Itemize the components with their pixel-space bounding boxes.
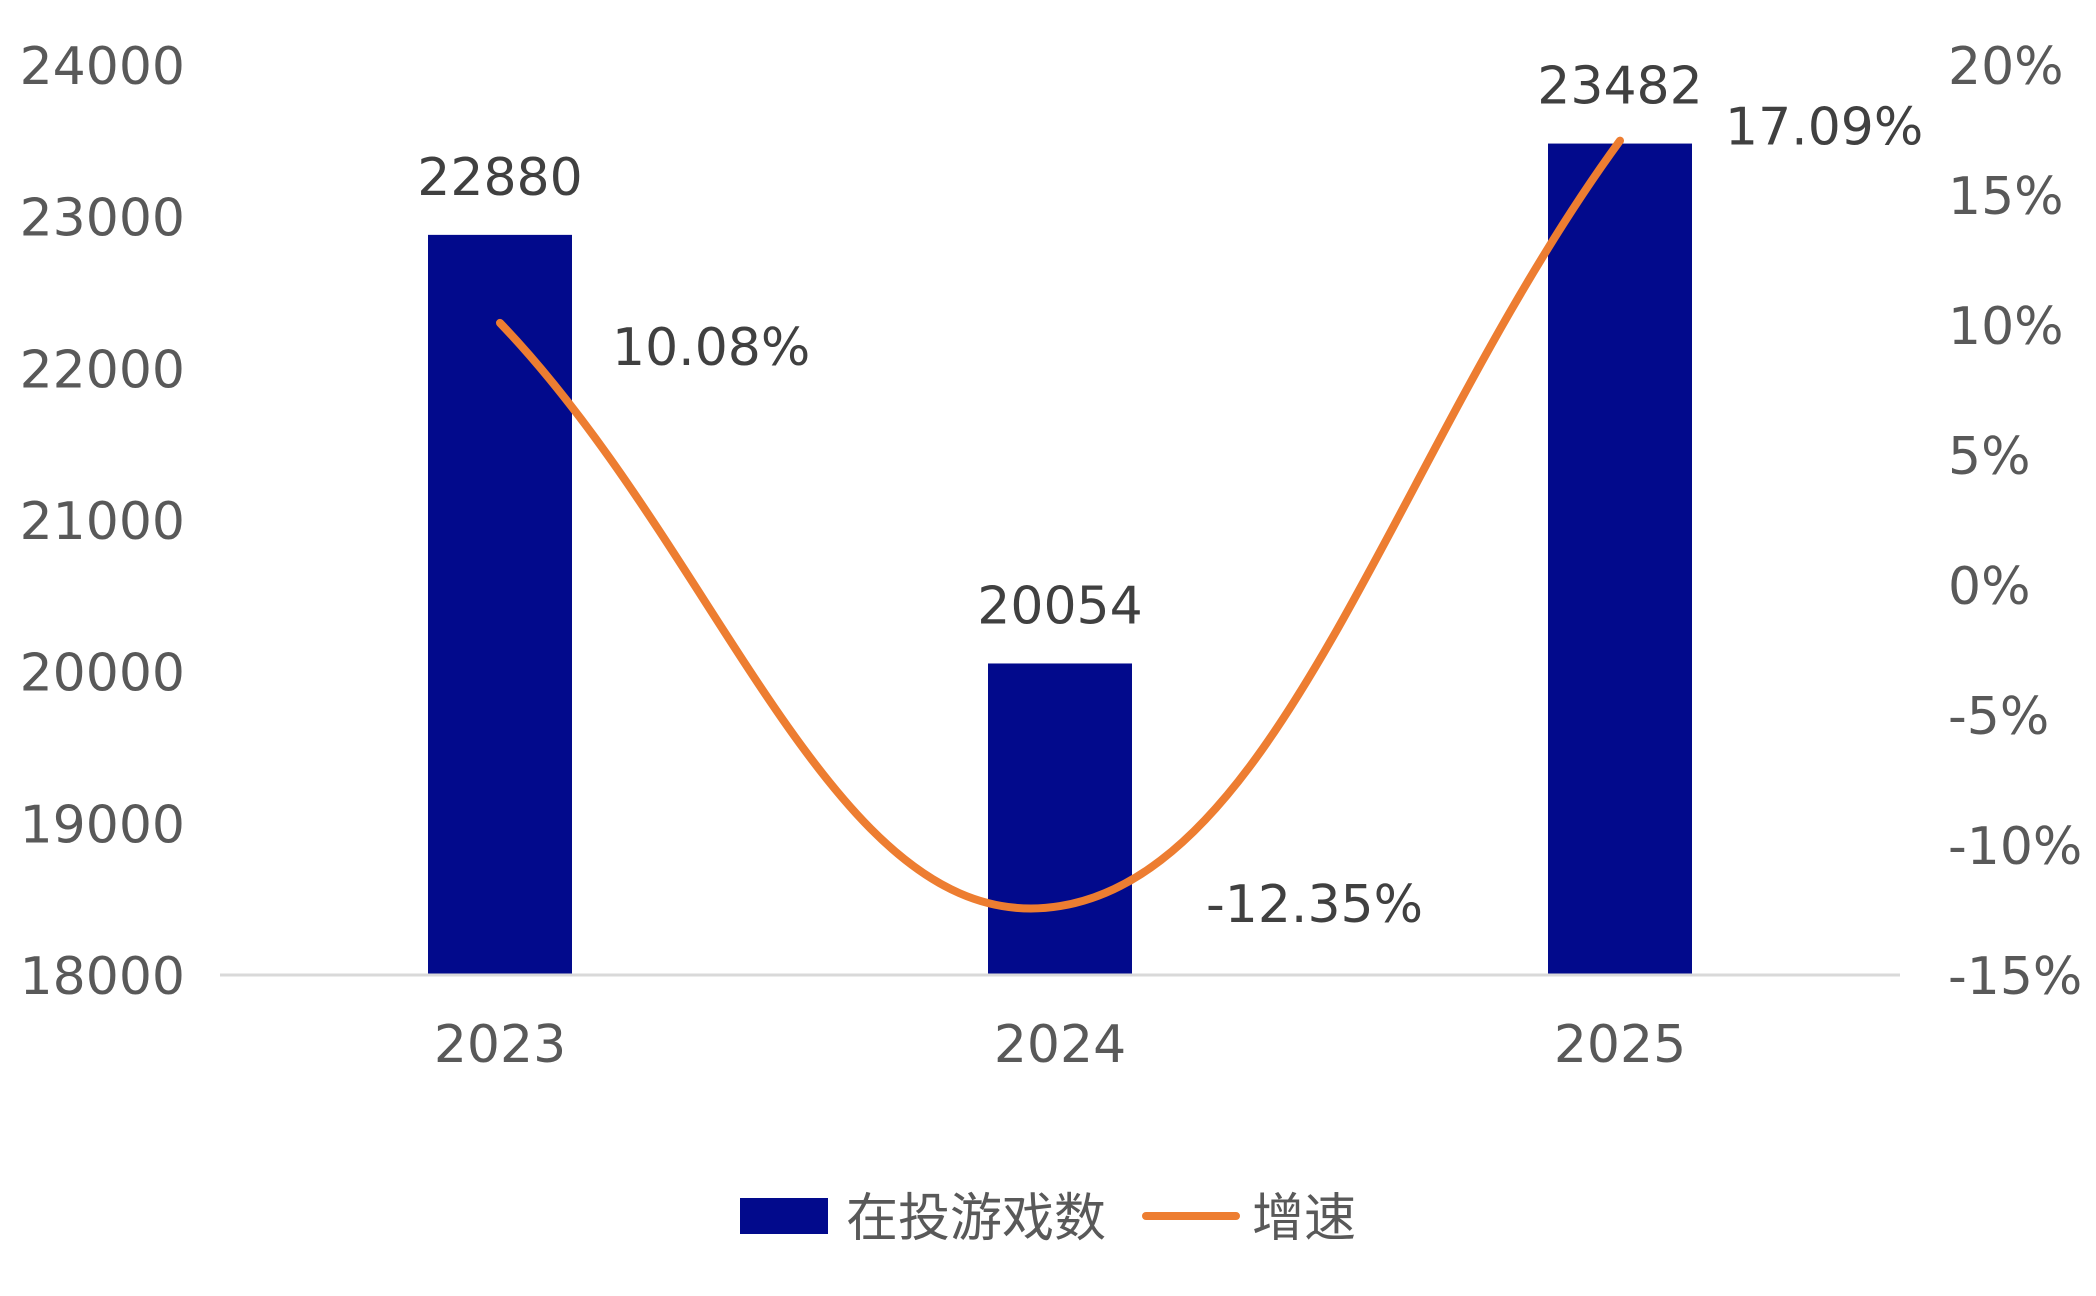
right-axis-tick: 10%	[1948, 297, 2064, 357]
legend-bar-label: 在投游戏数	[846, 1189, 1106, 1249]
bar-data-label: 20054	[977, 576, 1142, 636]
left-axis-tick: 23000	[20, 189, 185, 249]
left-axis-tick: 19000	[20, 795, 185, 855]
left-axis-ticks: 18000 19000 20000 21000 22000 23000 24000	[20, 37, 185, 1007]
bar-data-labels: 22880 20054 23482	[417, 57, 1702, 637]
line-data-label: 17.09%	[1725, 98, 1923, 158]
bar	[428, 234, 572, 975]
x-axis-tick: 2023	[434, 1015, 566, 1075]
x-axis-ticks: 2023 2024 2025	[434, 1015, 1686, 1075]
bar-data-label: 23482	[1537, 57, 1702, 117]
bar-data-label: 22880	[417, 148, 582, 208]
bar	[988, 663, 1132, 975]
right-axis-tick: 5%	[1948, 427, 2031, 487]
right-axis-tick: -15%	[1948, 947, 2082, 1007]
right-axis-tick: -10%	[1948, 817, 2082, 877]
line-data-labels: 10.08% -12.35% 17.09%	[612, 98, 1923, 935]
right-axis-tick: -5%	[1948, 687, 2049, 747]
line-data-label: 10.08%	[612, 318, 810, 378]
growth-line	[496, 136, 1624, 913]
line-data-label: -12.35%	[1206, 875, 1423, 935]
right-axis-tick: 15%	[1948, 167, 2064, 227]
legend-bar-swatch	[740, 1198, 828, 1234]
legend: 在投游戏数 增速	[740, 1189, 1356, 1249]
left-axis-tick: 24000	[20, 37, 185, 97]
bar	[1548, 143, 1692, 975]
right-axis-tick: 20%	[1948, 37, 2064, 97]
right-axis-ticks: -15% -10% -5% 0% 5% 10% 15% 20%	[1948, 37, 2082, 1007]
right-axis-tick: 0%	[1948, 557, 2031, 617]
x-axis-tick: 2025	[1554, 1015, 1686, 1075]
x-axis-tick: 2024	[994, 1015, 1126, 1075]
left-axis-tick: 18000	[20, 947, 185, 1007]
legend-line-label: 增速	[1252, 1189, 1356, 1249]
left-axis-tick: 21000	[20, 492, 185, 552]
bar-series	[428, 143, 1692, 975]
left-axis-tick: 22000	[20, 340, 185, 400]
left-axis-tick: 20000	[20, 644, 185, 704]
